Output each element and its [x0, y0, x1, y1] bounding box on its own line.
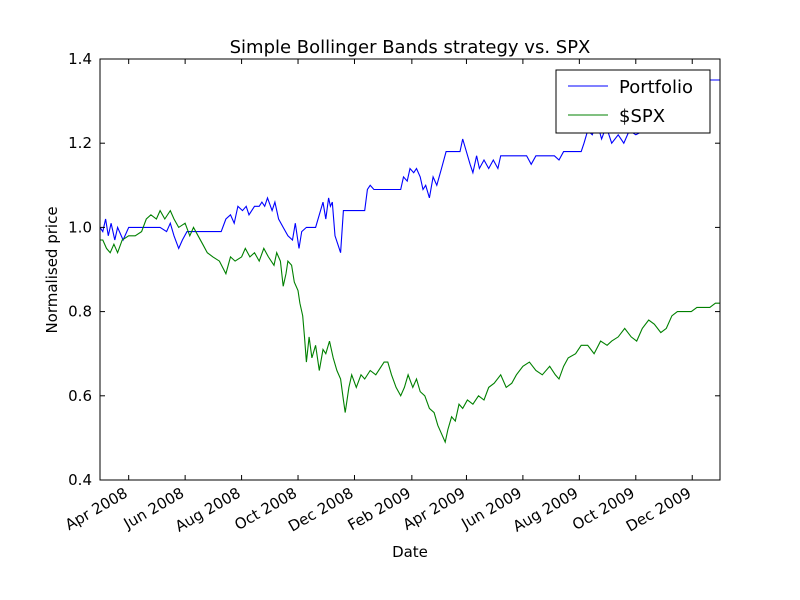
y-tick-label: 1.0	[68, 218, 92, 236]
y-tick-label: 0.6	[68, 387, 92, 405]
series-line-spx	[100, 209, 720, 444]
legend: Portfolio $SPX	[555, 69, 711, 134]
y-axis-title: Normalised price	[43, 206, 61, 333]
legend-box	[555, 69, 711, 134]
y-tick-label: 1.4	[68, 50, 92, 68]
chart-title: Simple Bollinger Bands strategy vs. SPX	[230, 37, 591, 58]
axes-frame	[99, 58, 721, 481]
y-tick-label: 0.8	[68, 303, 92, 321]
x-axis-title: Date	[392, 543, 428, 561]
series-line-portfolio	[99, 79, 720, 253]
legend-label-portfolio: Portfolio	[619, 77, 693, 98]
y-tick-label: 0.4	[68, 471, 92, 489]
legend-label-spx: $SPX	[619, 106, 665, 127]
y-tick-label: 1.2	[68, 134, 92, 152]
